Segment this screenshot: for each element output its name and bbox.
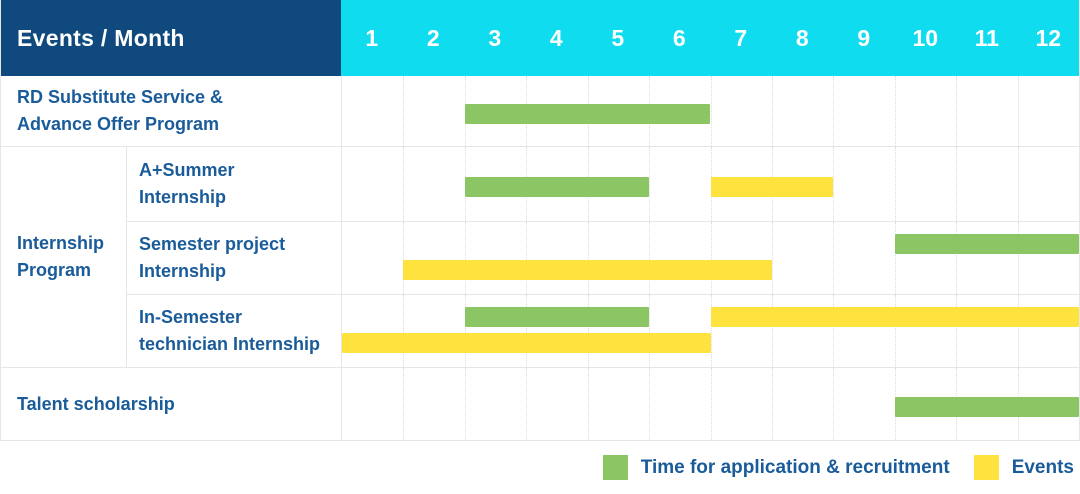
month-gridline <box>833 147 835 221</box>
row-label-rd-substitute: RD Substitute Service & Advance Offer Pr… <box>17 87 224 134</box>
month-gridline <box>956 222 958 294</box>
legend: Time for application & recruitment Event… <box>0 441 1080 494</box>
row-label-semester-project: Semester project Internship <box>126 221 341 294</box>
month-gridline <box>1017 147 1019 221</box>
month-gridline <box>956 76 958 146</box>
month-header-2: 2 <box>426 24 440 51</box>
month-header-9: 9 <box>857 24 871 51</box>
month-header-11: 11 <box>974 24 999 51</box>
month-gridline <box>710 295 712 367</box>
month-header-8: 8 <box>795 24 809 51</box>
timeline-track-talent-scholarship <box>341 367 1079 440</box>
events-color-swatch <box>973 455 999 480</box>
events-month-table: Events / Month 1 2 3 4 5 6 7 8 9 10 11 1… <box>0 0 1080 441</box>
application-bar <box>894 234 1079 254</box>
timeline-track-a-plus-summer <box>341 146 1079 221</box>
timeline-track-rd-substitute <box>341 76 1079 146</box>
event-bar <box>710 177 834 197</box>
application-color-swatch <box>602 455 628 480</box>
table-header-row: Events / Month 1 2 3 4 5 6 7 8 9 10 11 1… <box>1 0 1079 76</box>
application-bar <box>464 307 650 327</box>
month-gridline <box>403 76 405 146</box>
month-gridline <box>956 295 958 367</box>
month-gridline <box>526 295 528 367</box>
application-bar <box>464 177 650 197</box>
month-gridline <box>894 222 896 294</box>
month-gridline <box>526 368 528 440</box>
month-gridline <box>649 147 651 221</box>
month-gridline <box>894 76 896 146</box>
month-header-12: 12 <box>1035 24 1062 51</box>
month-gridline <box>403 222 405 294</box>
legend-item-events: Events <box>973 455 1074 480</box>
table-title: Events / Month <box>1 0 341 76</box>
month-gridline <box>894 147 896 221</box>
table-body: RD Substitute Service & Advance Offer Pr… <box>1 76 1079 440</box>
legend-item-application: Time for application & recruitment <box>602 455 950 480</box>
month-header-7: 7 <box>734 24 748 51</box>
row-label-a-plus-summer: A+Summer Internship <box>126 146 341 221</box>
month-gridline <box>1017 295 1019 367</box>
month-gridline <box>526 222 528 294</box>
month-gridline <box>710 368 712 440</box>
month-gridline <box>771 222 773 294</box>
application-bar <box>894 397 1079 417</box>
month-header-5: 5 <box>611 24 625 51</box>
month-gridline <box>894 295 896 367</box>
month-gridline <box>833 76 835 146</box>
timeline-track-in-semester-technician <box>341 294 1079 367</box>
month-gridline <box>464 368 466 440</box>
event-bar <box>710 307 1079 327</box>
month-gridline <box>771 368 773 440</box>
month-header-3: 3 <box>488 24 502 51</box>
month-gridline <box>1017 222 1019 294</box>
month-gridline <box>771 76 773 146</box>
month-gridline <box>587 368 589 440</box>
month-gridline <box>833 368 835 440</box>
month-gridline <box>833 222 835 294</box>
month-gridline <box>403 295 405 367</box>
month-header-1: 1 <box>365 24 379 51</box>
month-gridline <box>649 368 651 440</box>
month-header-strip: 1 2 3 4 5 6 7 8 9 10 11 12 <box>341 0 1079 76</box>
month-gridline <box>956 147 958 221</box>
month-gridline <box>403 147 405 221</box>
month-header-4: 4 <box>549 24 563 51</box>
month-gridline <box>1017 76 1019 146</box>
month-header-6: 6 <box>672 24 686 51</box>
application-bar <box>464 104 711 124</box>
timeline-track-semester-project <box>341 221 1079 294</box>
month-gridline <box>649 295 651 367</box>
month-gridline <box>649 222 651 294</box>
group-label-internship-program: Internship Program <box>1 146 126 367</box>
month-gridline <box>771 295 773 367</box>
month-header-10: 10 <box>912 24 939 51</box>
month-gridline <box>587 222 589 294</box>
month-gridline <box>710 76 712 146</box>
event-bar <box>403 260 772 280</box>
month-gridline <box>464 222 466 294</box>
month-gridline <box>833 295 835 367</box>
month-gridline <box>403 368 405 440</box>
month-gridline <box>464 295 466 367</box>
legend-label-events: Events <box>1011 456 1074 478</box>
legend-label-application: Time for application & recruitment <box>640 456 950 478</box>
row-label-talent-scholarship: Talent scholarship <box>1 367 341 440</box>
event-bar <box>342 333 711 353</box>
month-gridline <box>587 295 589 367</box>
row-label-in-semester-technician: In-Semester technician Internship <box>126 294 341 367</box>
month-gridline <box>710 222 712 294</box>
